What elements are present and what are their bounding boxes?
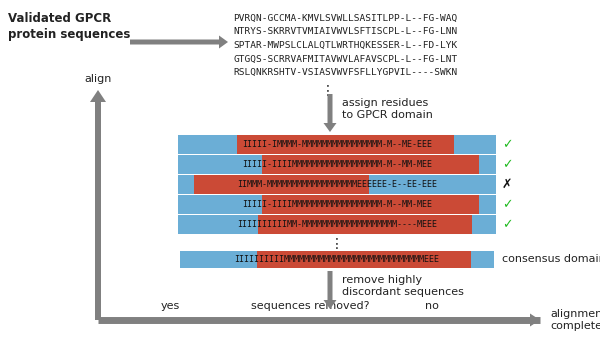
Text: NTRYS-SKRRVTVMIAIVWVLSFTISCPL-L--FG-LNN: NTRYS-SKRRVTVMIAIVWVLSFTISCPL-L--FG-LNN <box>233 27 457 37</box>
Text: remove highly
discordant sequences: remove highly discordant sequences <box>342 275 464 298</box>
FancyArrow shape <box>330 314 540 327</box>
Bar <box>257 251 471 268</box>
Text: IIIIIIIIIIMMMMMMMMMMMMMMMMMMMMMMMMMMMMEEE: IIIIIIIIIIMMMMMMMMMMMMMMMMMMMMMMMMMMMMEE… <box>235 255 439 264</box>
Text: IIIII-IMMMM-MMMMMMMMMMMMMMMM-M--ME-EEE: IIIII-IMMMM-MMMMMMMMMMMMMMMM-M--ME-EEE <box>242 140 432 149</box>
Text: yes: yes <box>160 301 179 311</box>
Text: consensus domains: consensus domains <box>502 254 600 264</box>
Text: RSLQNKRSHTV-VSIASVWVFSFLLYGPVIL----SWKN: RSLQNKRSHTV-VSIASVWVFSFLLYGPVIL----SWKN <box>233 68 457 77</box>
Text: SPTAR-MWPSLCLALQTLWRTHQKESSER-L--FD-LYK: SPTAR-MWPSLCLALQTLWRTHQKESSER-L--FD-LYK <box>233 41 457 50</box>
Text: PVRQN-GCCMA-KMVLSVWLLSASITLPP-L--FG-WAQ: PVRQN-GCCMA-KMVLSVWLLSASITLPP-L--FG-WAQ <box>233 14 457 23</box>
FancyArrow shape <box>323 271 337 309</box>
Bar <box>180 251 494 268</box>
Bar <box>178 135 496 154</box>
Text: alignment
completed: alignment completed <box>550 309 600 331</box>
Text: sequences removed?: sequences removed? <box>251 301 369 311</box>
Text: IIIII-IIIIMMMMMMMMMMMMMMMMMM-M--MM-MEE: IIIII-IIIIMMMMMMMMMMMMMMMMMM-M--MM-MEE <box>242 200 432 209</box>
Bar <box>194 175 369 194</box>
FancyArrow shape <box>90 90 106 320</box>
Text: GTGQS-SCRRVAFMITAVWVLAFAVSCPL-L--FG-LNT: GTGQS-SCRRVAFMITAVWVLAFAVSCPL-L--FG-LNT <box>233 54 457 64</box>
Text: assign residues
to GPCR domain: assign residues to GPCR domain <box>342 98 433 120</box>
Bar <box>236 135 454 154</box>
Text: ✓: ✓ <box>502 138 512 151</box>
Bar <box>257 215 472 234</box>
Bar <box>262 155 479 174</box>
Text: ⋮: ⋮ <box>321 83 335 97</box>
Bar <box>178 195 496 214</box>
FancyArrow shape <box>323 94 337 132</box>
Text: ✓: ✓ <box>502 158 512 171</box>
Bar <box>178 175 496 194</box>
Text: ⋮: ⋮ <box>330 237 344 251</box>
Text: no: no <box>425 301 439 311</box>
Text: align: align <box>85 74 112 84</box>
Bar <box>178 155 496 174</box>
Text: IIIIIIIIIIMM-MMMMMMMMMMMMMMMMMMM----MEEE: IIIIIIIIIIMM-MMMMMMMMMMMMMMMMMMM----MEEE <box>237 220 437 229</box>
Text: ✗: ✗ <box>502 178 512 191</box>
Text: Validated GPCR
protein sequences: Validated GPCR protein sequences <box>8 12 130 41</box>
FancyArrow shape <box>130 36 228 49</box>
Bar <box>262 195 479 214</box>
Text: IIIII-IIIIMMMMMMMMMMMMMMMMMM-M--MM-MEE: IIIII-IIIIMMMMMMMMMMMMMMMMMM-M--MM-MEE <box>242 160 432 169</box>
Text: IIMMM-MMMMMMMMMMMMMMMMMMEEEEEE-E--EE-EEE: IIMMM-MMMMMMMMMMMMMMMMMMEEEEEE-E--EE-EEE <box>237 180 437 189</box>
Text: ✓: ✓ <box>502 198 512 211</box>
Bar <box>178 215 496 234</box>
Text: ✓: ✓ <box>502 218 512 231</box>
